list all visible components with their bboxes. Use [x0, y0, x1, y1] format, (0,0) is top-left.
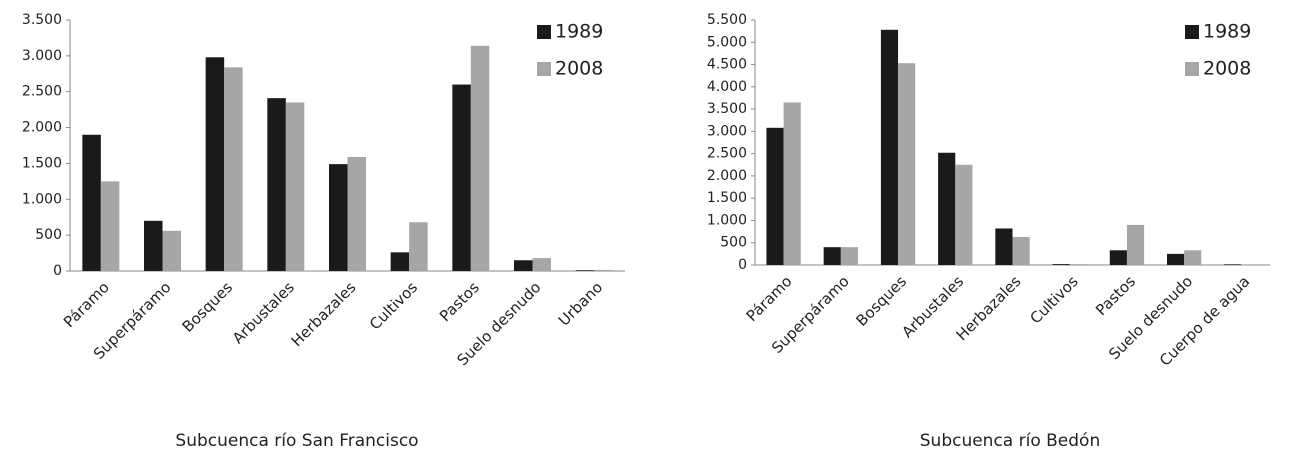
- bar: [1052, 264, 1070, 265]
- bar: [1069, 264, 1087, 265]
- bar: [1224, 264, 1242, 265]
- bar: [1184, 250, 1202, 265]
- bar: [1167, 253, 1185, 265]
- bar: [267, 98, 286, 271]
- bar: [452, 84, 471, 272]
- bar: [1241, 264, 1259, 265]
- y-tick-label: 1.000: [707, 212, 747, 228]
- x-tick-label: Herbazales: [288, 278, 360, 350]
- legend-label: 2008: [555, 58, 603, 80]
- y-tick-label: 4.000: [707, 79, 747, 95]
- bar: [514, 260, 533, 271]
- bar: [82, 134, 101, 271]
- x-tick-label: Páramo: [743, 272, 796, 325]
- bar: [783, 102, 801, 265]
- legend-swatch: [537, 62, 551, 76]
- y-tick-label: 0: [53, 263, 62, 279]
- bar: [224, 67, 243, 272]
- bar: [880, 29, 899, 265]
- chart-title: Subcuenca río Bedón: [920, 431, 1100, 451]
- y-tick-label: 3.000: [22, 48, 62, 64]
- legend-swatch: [1185, 25, 1199, 39]
- bar: [766, 127, 784, 265]
- bar: [409, 222, 428, 271]
- y-tick-label: 500: [35, 227, 62, 243]
- bar: [329, 164, 348, 271]
- bar: [840, 247, 858, 265]
- y-tick-label: 3.000: [707, 123, 747, 139]
- legend-swatch: [1185, 62, 1199, 76]
- y-tick-label: 4.500: [707, 57, 747, 73]
- bar: [1126, 224, 1145, 265]
- y-tick-label: 2.500: [707, 146, 747, 162]
- x-tick-label: Bosques: [853, 272, 911, 330]
- bar: [938, 152, 956, 265]
- legend-label: 1989: [555, 21, 603, 43]
- bar: [594, 269, 613, 271]
- y-tick-label: 2.000: [22, 120, 62, 136]
- x-tick-label: Bosques: [179, 278, 237, 336]
- bar: [390, 252, 410, 271]
- y-tick-label: 3.500: [22, 12, 62, 28]
- bar: [285, 102, 305, 271]
- bar: [955, 164, 973, 265]
- y-tick-label: 1.500: [22, 155, 62, 171]
- legend-label: 1989: [1203, 21, 1251, 43]
- x-tick-label: Pastos: [436, 278, 483, 325]
- y-tick-label: 2.000: [707, 168, 747, 184]
- bar: [575, 270, 595, 271]
- bar: [532, 258, 551, 271]
- bar: [995, 228, 1013, 265]
- y-tick-label: 1.500: [707, 190, 747, 206]
- bar: [205, 57, 225, 271]
- x-tick-label: Urbano: [555, 278, 606, 329]
- bar: [1109, 250, 1127, 265]
- y-tick-label: 2.500: [22, 84, 62, 100]
- y-tick-label: 1.000: [22, 191, 62, 207]
- bar: [162, 230, 181, 271]
- x-tick-label: Páramo: [60, 278, 113, 331]
- bar: [100, 181, 120, 271]
- bar: [1012, 236, 1030, 265]
- bar: [144, 220, 163, 271]
- y-tick-label: 5.500: [707, 12, 747, 28]
- y-tick-label: 5.000: [707, 34, 747, 50]
- y-tick-label: 0: [738, 257, 747, 273]
- bar: [823, 247, 841, 265]
- chart-title: Subcuenca río San Francisco: [175, 431, 418, 451]
- x-tick-label: Cultivos: [366, 278, 421, 333]
- y-tick-label: 500: [720, 235, 747, 251]
- legend-swatch: [537, 25, 551, 39]
- bar: [470, 45, 490, 272]
- legend-label: 2008: [1203, 58, 1251, 80]
- x-tick-label: Pastos: [1092, 272, 1139, 319]
- bar: [347, 156, 366, 271]
- y-tick-label: 3.500: [707, 101, 747, 117]
- bar: [898, 63, 916, 265]
- x-tick-label: Cultivos: [1027, 272, 1082, 327]
